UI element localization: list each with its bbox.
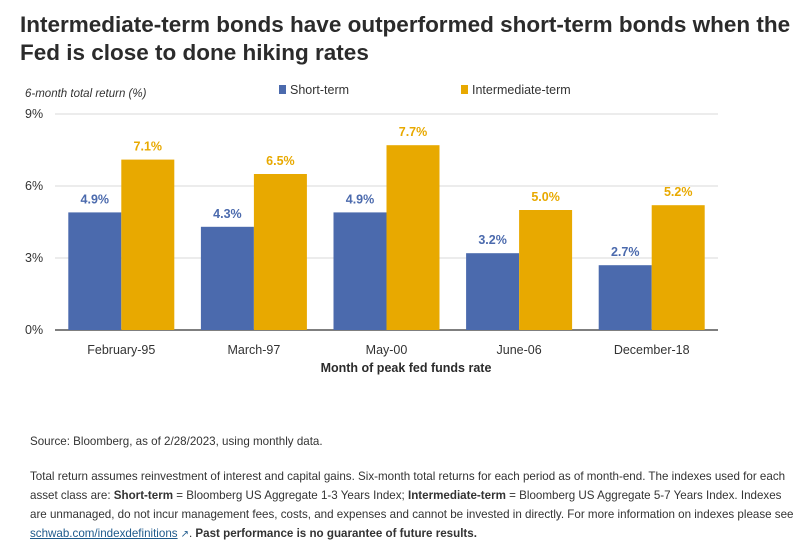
short-term-term: Short-term (113, 489, 174, 502)
y-tick-label: 9% (25, 107, 43, 121)
index-definitions-link[interactable]: schwab.com/indexdefinitions (30, 527, 178, 540)
x-tick-labels: February-95 March-97 May-00 June-06 December… (87, 343, 689, 357)
bar-intermediate-term (253, 174, 307, 330)
bar-short-term (200, 226, 254, 330)
bar-short-term (333, 212, 387, 330)
legend: Short-term Intermediate-term (279, 83, 571, 97)
chart-title: Intermediate-term bonds have outperforme… (20, 12, 791, 65)
footer-notes: Source: Bloomberg, as of 2/28/2023, usin… (30, 432, 800, 544)
bar-intermediate-term (121, 159, 175, 330)
y-tick-label: 3% (25, 251, 43, 265)
x-tick-label: February-95 (87, 343, 155, 357)
x-tick-label: May-00 (366, 343, 408, 357)
y-tick-label: 0% (25, 323, 43, 337)
legend-swatch (279, 85, 286, 94)
legend-swatch (461, 85, 468, 94)
bar-intermediate-term (651, 205, 705, 330)
intermediate-term-definition: = Bloomberg US Aggregate 5-7 Years Index… (30, 489, 794, 521)
link-trailing-text: . (188, 527, 196, 540)
x-tick-label: December-18 (614, 343, 690, 357)
methodology-note: Total return assumes reinvestment of int… (30, 467, 800, 544)
bar-value-label: 3.2% (478, 233, 507, 247)
bar-value-label: 6.5% (266, 154, 295, 168)
bar-value-labels: 4.9% 7.1% 4.3% 6.5% 4.9% 7.7% 3.2% 5.0% 2.7% 5.2% (81, 125, 693, 259)
x-axis-label: Month of peak fed funds rate (321, 361, 492, 375)
bar-short-term (598, 265, 652, 330)
x-tick-label: March-97 (228, 343, 281, 357)
x-tick-label: June-06 (497, 343, 542, 357)
bar-value-label: 7.7% (399, 125, 428, 139)
y-tick-label: 6% (25, 179, 43, 193)
source-note: Source: Bloomberg, as of 2/28/2023, usin… (30, 435, 323, 448)
bar-intermediate-term (386, 145, 440, 330)
intermediate-term-term: Intermediate-term (407, 489, 506, 502)
bars (68, 145, 705, 330)
y-tick-labels: 0% 3% 6% 9% (25, 107, 43, 337)
bar-value-label: 4.9% (81, 192, 110, 206)
bar-short-term (68, 212, 122, 330)
bar-value-label: 7.1% (134, 140, 163, 154)
bar-chart: 6-month total return (%) Short-term Inter… (25, 83, 718, 375)
bar-value-label: 4.3% (213, 207, 242, 221)
bar-value-label: 5.0% (531, 190, 560, 204)
legend-label: Intermediate-term (472, 83, 571, 97)
external-link-icon[interactable]: ↗ (180, 529, 189, 540)
note-text: Total return assumes reinvestment of int… (30, 470, 786, 502)
legend-label: Short-term (290, 83, 349, 97)
bar-intermediate-term (519, 210, 573, 330)
y-axis-label: 6-month total return (%) (25, 88, 147, 100)
performance-disclaimer: Past performance is no guarantee of futu… (195, 527, 477, 540)
short-term-definition: = Bloomberg US Aggregate 1-3 Years Index… (173, 489, 408, 502)
bar-short-term (466, 253, 520, 330)
bar-value-label: 5.2% (664, 185, 693, 199)
bar-value-label: 4.9% (346, 192, 375, 206)
bar-value-label: 2.7% (611, 245, 640, 259)
